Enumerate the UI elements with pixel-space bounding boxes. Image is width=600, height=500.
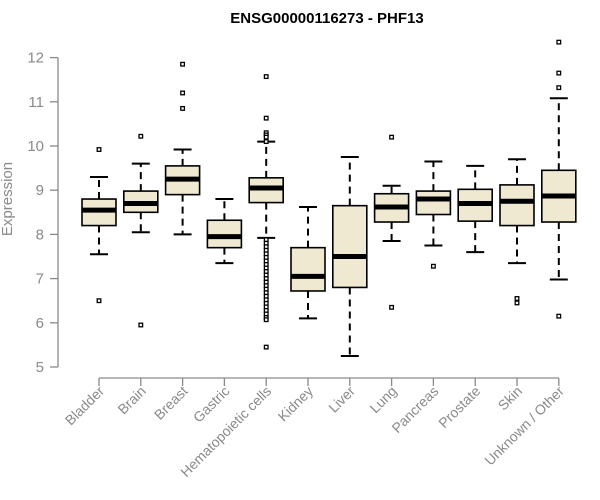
plot-area [81, 39, 577, 357]
outlier-point [556, 313, 562, 319]
box-unknown-other [540, 39, 577, 319]
y-axis-label: Expression [0, 162, 16, 236]
y-tick-label: 8 [36, 226, 44, 243]
outlier-point [263, 344, 269, 350]
box-skin [499, 158, 535, 306]
y-tick-label: 11 [28, 94, 44, 111]
box-gastric [206, 198, 243, 265]
outlier-point [180, 90, 186, 96]
y-axis: 5 6 7 8 9 10 11 12 [27, 50, 59, 376]
chart-title: ENSG00000116273 - PHF13 [230, 10, 423, 27]
outlier-point [180, 105, 186, 111]
box-liver [331, 156, 368, 357]
box-iqr [206, 219, 243, 249]
x-tick-label: Kidney [275, 383, 317, 425]
x-tick-label: Lung [366, 383, 399, 416]
x-tick-label: Breast [151, 383, 191, 423]
outlier-point [263, 74, 269, 80]
box-iqr [331, 204, 368, 289]
x-tick-label: Skin [495, 383, 526, 414]
outlier-point [263, 115, 269, 121]
outlier-point [96, 298, 102, 304]
outlier-point [556, 70, 562, 76]
box-prostate [457, 164, 494, 254]
outlier-point [556, 85, 562, 91]
box-hematopoietic-cells [248, 74, 284, 350]
box-kidney [290, 205, 326, 320]
y-tick-label: 12 [27, 50, 44, 67]
outlier-point [430, 263, 436, 269]
y-tick-label: 7 [36, 271, 44, 288]
box-iqr [415, 190, 452, 216]
outlier-point [138, 322, 144, 328]
x-tick-label: Bladder [62, 383, 108, 429]
box-bladder [81, 147, 117, 304]
outlier-point [180, 61, 186, 67]
outlier-point [514, 296, 520, 301]
y-tick-label: 10 [27, 138, 44, 155]
outlier-point [556, 39, 562, 45]
outlier-point [514, 300, 520, 306]
box-breast [164, 61, 201, 236]
outlier-point [138, 133, 144, 139]
outlier-point [389, 134, 395, 140]
y-tick-label: 6 [36, 315, 44, 332]
box-pancreas [415, 160, 452, 269]
outlier-point [263, 317, 269, 323]
x-tick-label: Prostate [435, 383, 483, 431]
box-lung [373, 134, 410, 310]
outlier-point [263, 139, 269, 145]
outlier-point [263, 134, 269, 140]
y-tick-label: 5 [36, 359, 44, 376]
x-tick-label: Unknown / Other [481, 383, 567, 469]
box-brain [123, 133, 159, 328]
outlier-point [96, 147, 102, 152]
y-tick-label: 9 [36, 182, 44, 199]
x-tick-label: Liver [325, 383, 358, 416]
outlier-point [389, 304, 395, 310]
x-tick-label: Brain [114, 383, 148, 417]
box-iqr [499, 184, 535, 227]
box-iqr [290, 246, 326, 292]
